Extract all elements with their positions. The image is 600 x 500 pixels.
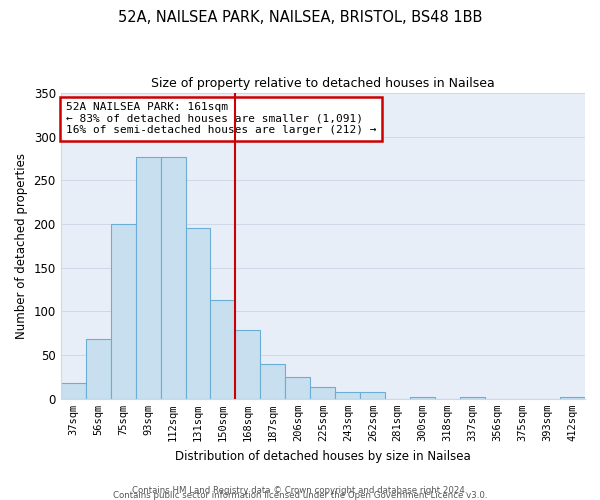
Bar [286, 377, 310, 399]
Bar [211, 300, 235, 399]
Bar [235, 330, 260, 399]
Text: 52A, NAILSEA PARK, NAILSEA, BRISTOL, BS48 1BB: 52A, NAILSEA PARK, NAILSEA, BRISTOL, BS4… [118, 10, 482, 25]
Bar [360, 392, 385, 399]
Bar [260, 364, 286, 399]
Bar [460, 397, 485, 399]
Bar [410, 397, 435, 399]
Bar [560, 397, 585, 399]
Bar [185, 228, 211, 399]
Bar [110, 224, 136, 399]
Bar [61, 383, 86, 399]
Bar [335, 392, 360, 399]
Bar [161, 157, 185, 399]
Title: Size of property relative to detached houses in Nailsea: Size of property relative to detached ho… [151, 78, 495, 90]
Bar [310, 386, 335, 399]
Bar [136, 157, 161, 399]
Text: 52A NAILSEA PARK: 161sqm
← 83% of detached houses are smaller (1,091)
16% of sem: 52A NAILSEA PARK: 161sqm ← 83% of detach… [66, 102, 376, 136]
Bar [86, 340, 110, 399]
Y-axis label: Number of detached properties: Number of detached properties [15, 153, 28, 339]
Text: Contains HM Land Registry data © Crown copyright and database right 2024.: Contains HM Land Registry data © Crown c… [132, 486, 468, 495]
X-axis label: Distribution of detached houses by size in Nailsea: Distribution of detached houses by size … [175, 450, 471, 462]
Text: Contains public sector information licensed under the Open Government Licence v3: Contains public sector information licen… [113, 491, 487, 500]
